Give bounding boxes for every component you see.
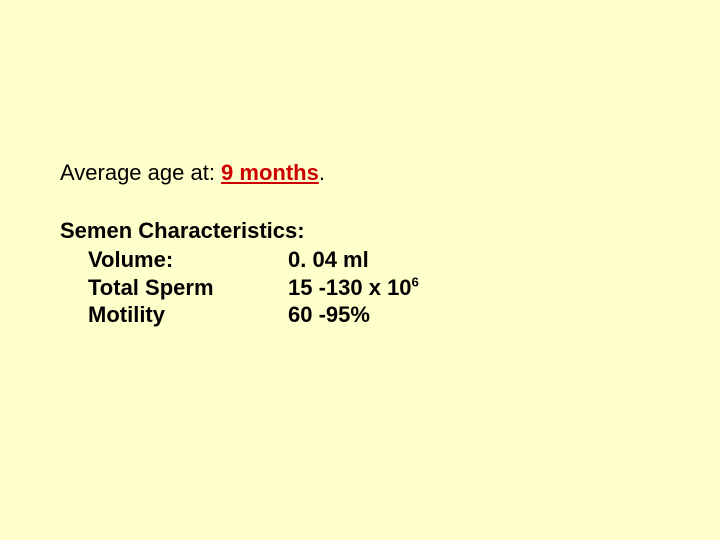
row-value: 0. 04 ml [288, 246, 369, 274]
row-motility: Motility 60 -95% [88, 301, 419, 329]
average-age-line: Average age at: 9 months. [60, 160, 419, 186]
row-label: Total Sperm [88, 274, 288, 302]
row-value-super: 6 [412, 274, 419, 289]
row-value-prefix: 15 -130 x 10 [288, 275, 412, 300]
row-volume: Volume: 0. 04 ml [88, 246, 419, 274]
row-label: Volume: [88, 246, 288, 274]
row-total-sperm: Total Sperm 15 -130 x 106 [88, 274, 419, 302]
slide-content: Average age at: 9 months. Semen Characte… [60, 160, 419, 329]
average-age-suffix: . [319, 160, 325, 185]
row-label: Motility [88, 301, 288, 329]
row-value: 15 -130 x 106 [288, 274, 419, 302]
average-age-prefix: Average age at: [60, 160, 221, 185]
characteristics-heading: Semen Characteristics: [60, 218, 419, 244]
average-age-emphasis: 9 months [221, 160, 319, 185]
row-value: 60 -95% [288, 301, 370, 329]
characteristics-rows: Volume: 0. 04 ml Total Sperm 15 -130 x 1… [88, 246, 419, 329]
